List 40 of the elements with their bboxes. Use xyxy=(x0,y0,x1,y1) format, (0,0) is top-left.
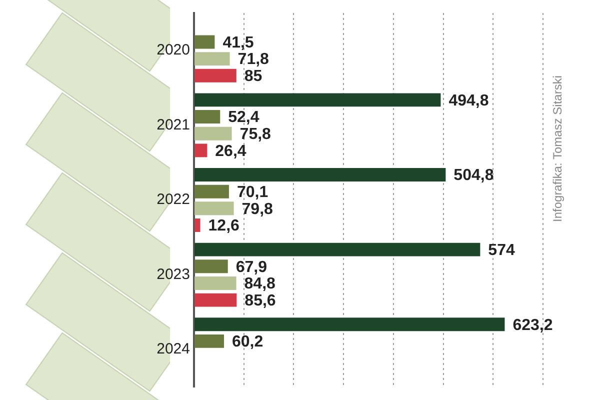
bar xyxy=(194,35,215,49)
data-label: 75,8 xyxy=(240,126,272,144)
bar xyxy=(194,52,230,66)
bar xyxy=(194,334,224,348)
bar xyxy=(194,68,236,82)
data-label: 52,4 xyxy=(228,109,260,126)
data-label: 70,1 xyxy=(236,184,268,201)
bar xyxy=(194,276,236,290)
bar xyxy=(194,293,237,307)
bar xyxy=(194,168,446,182)
bar xyxy=(194,242,480,256)
bar xyxy=(194,218,200,232)
data-label: 84,8 xyxy=(244,276,276,293)
data-label: 623,2 xyxy=(512,316,553,334)
data-label: 41,5 xyxy=(222,34,254,52)
data-label: 67,9 xyxy=(236,258,268,276)
data-label: 574 xyxy=(488,242,515,259)
data-label: 85 xyxy=(244,68,262,86)
y-tick-label: 2022 xyxy=(156,191,190,208)
data-label: 79,8 xyxy=(242,200,274,218)
data-label: 494,8 xyxy=(448,92,489,110)
bar xyxy=(194,126,232,140)
bar xyxy=(194,318,505,332)
y-tick-label: 2023 xyxy=(156,266,190,283)
bar xyxy=(194,144,208,158)
data-label: 26,4 xyxy=(215,142,246,160)
data-label: 504,8 xyxy=(454,167,494,184)
y-tick-label: 2021 xyxy=(156,116,190,134)
y-tick-label: 2020 xyxy=(156,42,190,59)
data-label: 85,6 xyxy=(244,292,276,310)
bar xyxy=(194,260,228,274)
text: Infografika: Tomasz Sitarski xyxy=(550,75,564,222)
bar xyxy=(194,202,234,216)
bar xyxy=(194,110,220,124)
data-label: 12,6 xyxy=(208,218,240,235)
y-tick-label: 2024 xyxy=(156,340,190,358)
bar xyxy=(194,184,229,198)
data-label: 71,8 xyxy=(238,51,270,68)
data-label: 60,2 xyxy=(232,334,264,351)
bar xyxy=(194,93,441,107)
